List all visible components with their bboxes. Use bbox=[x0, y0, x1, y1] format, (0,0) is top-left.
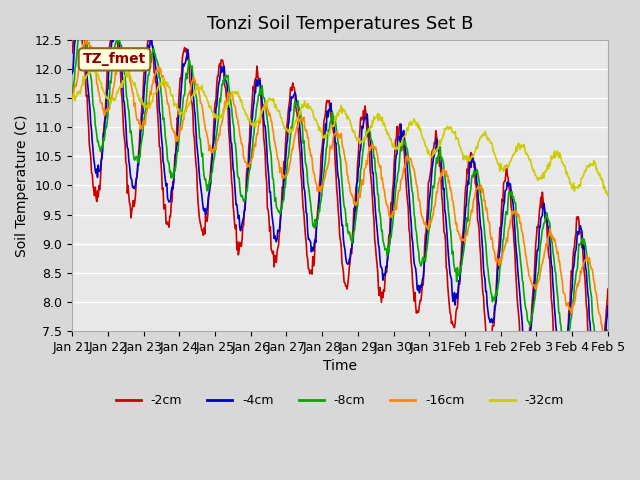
Legend: -2cm, -4cm, -8cm, -16cm, -32cm: -2cm, -4cm, -8cm, -16cm, -32cm bbox=[111, 389, 569, 412]
Text: TZ_fmet: TZ_fmet bbox=[83, 52, 146, 66]
Title: Tonzi Soil Temperatures Set B: Tonzi Soil Temperatures Set B bbox=[207, 15, 473, 33]
Y-axis label: Soil Temperature (C): Soil Temperature (C) bbox=[15, 114, 29, 257]
X-axis label: Time: Time bbox=[323, 359, 357, 373]
